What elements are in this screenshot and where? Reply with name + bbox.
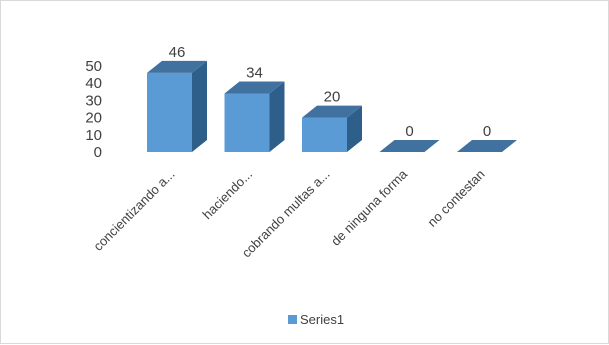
bar-top (147, 60, 207, 73)
y-tick-label: 30 (85, 92, 102, 109)
y-tick-label: 0 (94, 144, 102, 161)
bar (457, 140, 517, 152)
y-tick-label: 40 (85, 75, 102, 92)
data-label: 0 (405, 123, 413, 140)
data-label: 0 (483, 123, 491, 140)
y-tick-label: 50 (85, 58, 102, 75)
x-category-label: haciendo... (200, 167, 256, 223)
bar (302, 105, 362, 152)
data-label: 20 (324, 89, 341, 106)
bar-side (269, 81, 285, 152)
legend-swatch (288, 315, 297, 324)
bar-front (224, 93, 270, 152)
bar (379, 140, 440, 152)
bar-top (224, 81, 285, 94)
x-category-label: de ninguna forma (328, 166, 411, 249)
bar-top (302, 105, 362, 118)
legend: Series1 (288, 312, 344, 327)
bars (147, 60, 517, 152)
x-category-label: cobrando multas a... (239, 167, 333, 261)
data-label: 46 (169, 44, 186, 61)
x-axis-labels: concientizando a... haciendo...cobrando m… (90, 166, 487, 260)
legend-label: Series1 (300, 312, 344, 327)
x-category-label: no contestan (424, 167, 487, 230)
bar (224, 81, 285, 152)
bar (147, 60, 207, 152)
bar-front (302, 117, 347, 152)
y-tick-label: 10 (85, 127, 102, 144)
data-label: 34 (246, 65, 263, 82)
bar-top (379, 140, 440, 152)
bar-top (457, 140, 517, 152)
data-labels: 46 34 20 0 0 (169, 44, 492, 140)
bar-side (192, 60, 207, 152)
bar-front (147, 72, 192, 152)
x-category-label: concientizando a... (90, 167, 177, 254)
bar-side (347, 105, 362, 152)
y-tick-label: 20 (85, 110, 102, 127)
